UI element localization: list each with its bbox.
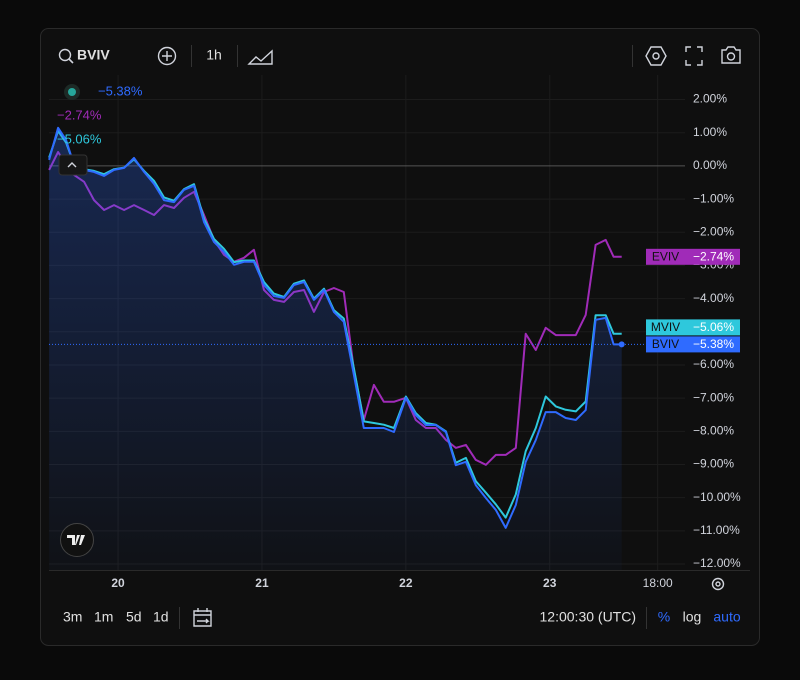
badge-name: BVIV	[652, 337, 679, 351]
badge-value-bg	[685, 319, 740, 336]
chart-type-icon[interactable]	[247, 49, 273, 65]
badge-name-bg	[646, 319, 685, 336]
badge-value: −2.74%	[693, 249, 734, 263]
search-icon[interactable]	[58, 48, 72, 62]
interval[interactable]: 1h	[206, 47, 222, 63]
y-tick-label: −6.00%	[693, 357, 734, 371]
y-tick-label: −4.00%	[693, 291, 734, 305]
badge-name-bg	[646, 248, 685, 265]
y-tick-label: −2.00%	[693, 224, 734, 238]
legend: −5.38% −2.74% −5.06%	[57, 83, 143, 146]
last-point	[618, 341, 625, 348]
range-button[interactable]: 1d	[153, 609, 169, 625]
badge-value-bg	[685, 248, 740, 265]
y-tick-label: −7.00%	[693, 390, 734, 404]
clock: 12:00:30 (UTC)	[540, 609, 636, 625]
price-badge: MVIV −5.06%	[646, 319, 740, 336]
badge-name-bg	[646, 336, 685, 353]
symbol[interactable]: BVIV	[77, 47, 110, 63]
y-tick-label: −10.00%	[693, 490, 741, 504]
legend-value: −5.06%	[57, 131, 102, 146]
logo-mark	[67, 535, 85, 545]
add-symbol[interactable]	[157, 46, 177, 66]
axis-settings[interactable]	[711, 577, 725, 591]
range-button[interactable]: 1m	[94, 609, 113, 625]
plot-area	[48, 75, 685, 571]
legend-value: −2.74%	[57, 107, 102, 122]
add-icon	[162, 51, 172, 61]
settings-icon[interactable]	[645, 46, 667, 66]
y-tick-label: 0.00%	[693, 158, 727, 172]
search-icon-handle	[68, 58, 74, 64]
y-tick-label: −1.00%	[693, 191, 734, 205]
log-toggle[interactable]: log	[683, 609, 702, 625]
x-tick-label: 23	[543, 576, 557, 590]
axis-settings-core	[715, 581, 721, 587]
badge-value: −5.06%	[693, 320, 734, 334]
x-tick-label: 20	[111, 576, 125, 590]
toolbar: BVIV 1h	[58, 45, 741, 67]
badge-value-bg	[685, 336, 740, 353]
price-badge: BVIV −5.38%	[646, 336, 740, 353]
x-tick-label: 21	[255, 576, 269, 590]
y-tick-label: −11.00%	[693, 523, 740, 537]
screenshot-lens	[726, 52, 736, 61]
badge-name: EVIV	[652, 249, 679, 263]
date-range-icon[interactable]	[193, 608, 212, 627]
screenshot-icon[interactable]	[721, 46, 741, 64]
settings-icon-core	[652, 52, 660, 60]
y-tick-label: 2.00%	[693, 92, 727, 106]
price-badge: EVIV −2.74%	[646, 248, 740, 265]
range-button[interactable]: 5d	[126, 609, 142, 625]
collapse-button[interactable]	[58, 154, 88, 176]
area	[49, 127, 622, 571]
range-button[interactable]: 3m	[63, 609, 82, 625]
x-tick-label: 22	[399, 576, 413, 590]
badge-value: −5.38%	[693, 337, 734, 351]
fullscreen-icon[interactable]	[685, 46, 703, 66]
collapse-icon	[67, 162, 77, 168]
percent-toggle[interactable]: %	[658, 609, 670, 625]
y-tick-label: −9.00%	[693, 457, 734, 471]
auto-toggle[interactable]: auto	[713, 609, 740, 625]
series-line	[48, 126, 622, 529]
y-tick-label: 1.00%	[693, 125, 727, 139]
badge-name: MVIV	[651, 320, 680, 334]
legend-value: −5.38%	[98, 83, 143, 98]
bottom-toolbar: 3m 1m 5d 1d 12:00:30 (UTC) % log auto	[63, 607, 741, 629]
x-tick-label: 18:00	[643, 576, 673, 590]
y-tick-label: −8.00%	[693, 423, 734, 437]
legend-dot	[68, 88, 76, 96]
y-tick-label: −12.00%	[693, 556, 741, 570]
